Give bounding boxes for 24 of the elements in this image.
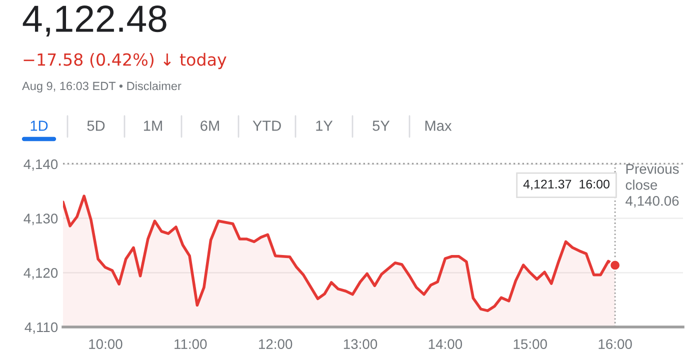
- x-tick-label: 15:00: [514, 339, 547, 350]
- chart-subtitle: −17.58 (0.42%) ↓ today: [24, 52, 226, 70]
- annotation: 4,121.37 16:00: [523, 180, 610, 190]
- y-tick-label: 4,120: [24, 268, 58, 280]
- x-tick-label: 12:00: [259, 339, 292, 350]
- text: 6M: [200, 120, 219, 131]
- text: 1Y: [316, 120, 333, 131]
- x-tick-label: 10:00: [89, 339, 122, 350]
- text: Aug 9, 16:03 EDT • Disclaimer: [22, 81, 182, 92]
- x-tick-label: 11:00: [174, 339, 207, 350]
- y-tick-label: 4,130: [24, 214, 58, 226]
- text: Max: [425, 120, 452, 131]
- x-tick-label: 13:00: [344, 339, 378, 350]
- text: 5Y: [372, 120, 390, 131]
- text: YTD: [252, 120, 281, 131]
- text: 1D: [30, 120, 48, 131]
- text: 5D: [87, 120, 105, 131]
- x-tick-label: 16:00: [598, 339, 632, 350]
- x-tick-label: 14:00: [428, 339, 462, 350]
- y-tick-label: 4,110: [24, 322, 58, 334]
- y-tick-label: 4,140: [24, 159, 58, 171]
- chart-title: 4,122.48: [22, 6, 166, 36]
- ref-line-label: Previous close 4,140.06: [626, 164, 679, 208]
- text: 1M: [144, 120, 162, 131]
